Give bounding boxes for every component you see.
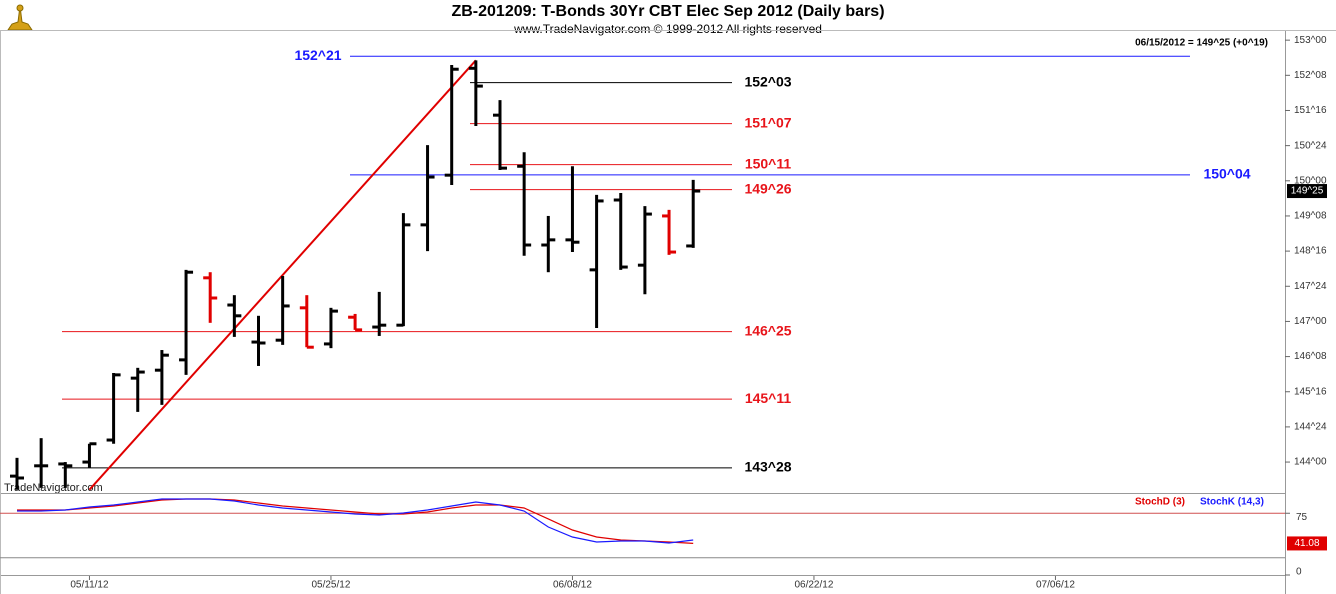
stoch-line <box>17 498 694 544</box>
chart-title: ZB-201209: T-Bonds 30Yr CBT Elec Sep 201… <box>451 3 884 20</box>
level-label: 151^07 <box>744 114 791 130</box>
level-label: 149^26 <box>744 180 791 196</box>
watermark: TradeNavigator.com <box>4 482 103 494</box>
y-tick-label: 152^08 <box>1294 70 1327 81</box>
trendline <box>88 59 477 491</box>
y-tick-label: 147^00 <box>1294 316 1327 327</box>
logo-shape <box>7 5 33 31</box>
level-label: 152^03 <box>744 73 791 89</box>
logo-dot <box>16 4 24 12</box>
y-tick-label: 145^16 <box>1294 386 1327 397</box>
level-label: 152^21 <box>294 47 341 63</box>
last-value-box <box>1287 536 1327 551</box>
level-label: 146^25 <box>744 322 791 338</box>
level-label: 145^11 <box>745 390 792 406</box>
y-tick-label: 75 <box>1296 512 1308 523</box>
last-value-label: 41.08 <box>1294 538 1319 549</box>
x-tick-label: 06/08/12 <box>553 580 592 591</box>
y-tick-label: 149^08 <box>1294 211 1327 222</box>
x-tick-label: 05/11/12 <box>70 580 109 591</box>
x-tick-label: 07/06/12 <box>1036 580 1075 591</box>
level-label: 150^11 <box>745 155 792 171</box>
y-tick-label: 150^00 <box>1294 175 1327 186</box>
y-tick-label: 144^24 <box>1294 422 1327 433</box>
x-tick-label: 06/22/12 <box>794 580 833 591</box>
level-label: 143^28 <box>744 459 791 475</box>
last-price-box <box>1287 184 1327 199</box>
legend-label: StochD (3) <box>1135 497 1185 508</box>
level-label: 150^04 <box>1203 166 1250 182</box>
subtitle: www.TradeNavigator.com © 1999-2012 All r… <box>513 22 822 36</box>
logo <box>7 4 33 31</box>
y-tick-label: 147^24 <box>1294 281 1327 292</box>
y-tick-label: 148^16 <box>1294 246 1327 257</box>
last-price-label: 149^25 <box>1291 186 1324 197</box>
x-tick-label: 05/25/12 <box>311 580 350 591</box>
y-tick-label: 150^24 <box>1294 140 1327 151</box>
quote: 06/15/2012 = 149^25 (+0^19) <box>1135 38 1268 49</box>
y-tick-label: 153^00 <box>1294 35 1327 46</box>
legend-label: StochK (14,3) <box>1200 497 1264 508</box>
y-tick-label: 151^16 <box>1294 105 1327 116</box>
y-tick-label: 0 <box>1296 567 1302 578</box>
stoch-line <box>17 498 694 544</box>
y-tick-label: 144^00 <box>1294 457 1327 468</box>
y-tick-label: 146^08 <box>1294 351 1327 362</box>
